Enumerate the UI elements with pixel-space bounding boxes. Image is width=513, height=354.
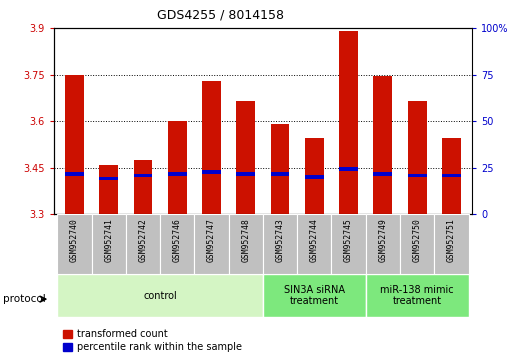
Bar: [373, 76, 392, 214]
Bar: [100, 177, 118, 181]
Bar: [194, 214, 229, 274]
Text: GSM952750: GSM952750: [412, 218, 422, 262]
Bar: [442, 138, 461, 214]
Text: GSM952751: GSM952751: [447, 218, 456, 262]
Bar: [168, 121, 187, 214]
Bar: [236, 101, 255, 214]
Bar: [202, 81, 221, 214]
Bar: [133, 173, 152, 177]
Bar: [271, 124, 289, 214]
Bar: [442, 173, 461, 177]
Legend: transformed count, percentile rank within the sample: transformed count, percentile rank withi…: [58, 325, 246, 354]
Bar: [229, 214, 263, 274]
Bar: [65, 172, 84, 176]
Text: control: control: [143, 291, 177, 301]
Text: protocol: protocol: [3, 294, 45, 304]
Bar: [339, 167, 358, 171]
Text: GSM952746: GSM952746: [173, 218, 182, 262]
Bar: [339, 32, 358, 214]
Bar: [366, 214, 400, 274]
Bar: [160, 214, 194, 274]
Text: GSM952743: GSM952743: [275, 218, 285, 262]
Bar: [202, 171, 221, 174]
Bar: [133, 160, 152, 214]
Bar: [236, 172, 255, 176]
Bar: [57, 274, 263, 317]
Bar: [435, 214, 468, 274]
Bar: [91, 214, 126, 274]
Bar: [373, 172, 392, 176]
Text: GSM952740: GSM952740: [70, 218, 79, 262]
Bar: [263, 274, 366, 317]
Text: GSM952741: GSM952741: [104, 218, 113, 262]
Bar: [400, 214, 435, 274]
Text: GDS4255 / 8014158: GDS4255 / 8014158: [157, 9, 284, 22]
Text: GSM952745: GSM952745: [344, 218, 353, 262]
Text: GSM952742: GSM952742: [139, 218, 147, 262]
Bar: [168, 172, 187, 176]
Bar: [57, 214, 91, 274]
Bar: [408, 101, 426, 214]
Bar: [100, 165, 118, 214]
Bar: [271, 172, 289, 176]
Bar: [331, 214, 366, 274]
Text: GSM952749: GSM952749: [379, 218, 387, 262]
Bar: [297, 214, 331, 274]
Bar: [65, 75, 84, 214]
Bar: [305, 175, 324, 179]
Bar: [408, 173, 426, 177]
Text: miR-138 mimic
treatment: miR-138 mimic treatment: [380, 285, 454, 307]
Bar: [263, 214, 297, 274]
Text: SIN3A siRNA
treatment: SIN3A siRNA treatment: [284, 285, 345, 307]
Bar: [305, 138, 324, 214]
Text: GSM952748: GSM952748: [241, 218, 250, 262]
Bar: [366, 274, 468, 317]
Bar: [126, 214, 160, 274]
Text: GSM952744: GSM952744: [310, 218, 319, 262]
Text: GSM952747: GSM952747: [207, 218, 216, 262]
